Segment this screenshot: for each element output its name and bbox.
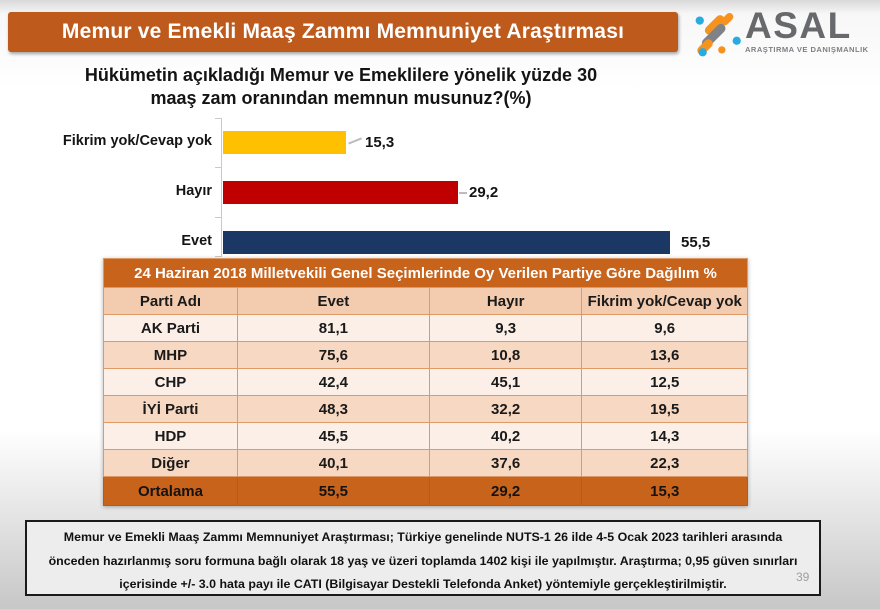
value-label: 15,3	[365, 134, 395, 151]
value-cell: 45,5	[236, 422, 430, 450]
party-breakdown-table: 24 Haziran 2018 Milletvekili Genel Seçim…	[103, 258, 748, 506]
value-cell: 14,3	[581, 422, 748, 450]
value-cell: 40,2	[428, 422, 583, 450]
total-value-cell: 29,2	[428, 476, 583, 506]
asal-logo: ASAL ARAŞTIRMA VE DANIŞMANLIK	[694, 5, 869, 59]
value-cell: 32,2	[428, 395, 583, 423]
chart-title: Hükümetin açıkladığı Memur ve Emeklilere…	[58, 64, 624, 109]
value-cell: 10,8	[428, 341, 583, 369]
axis-tick	[215, 118, 221, 119]
party-name-cell: İYİ Parti	[103, 395, 238, 423]
column-header: Fikrim yok/Cevap yok	[581, 287, 748, 315]
category-label: Fikrim yok/Cevap yok	[62, 133, 212, 149]
page-number: 39	[796, 570, 810, 584]
value-cell: 13,6	[581, 341, 748, 369]
column-header: Hayır	[428, 287, 583, 315]
column-header: Parti Adı	[103, 287, 238, 315]
axis-tick	[215, 256, 221, 257]
logo-text: ASAL ARAŞTIRMA VE DANIŞMANLIK	[745, 5, 869, 55]
title-banner: Memur ve Emekli Maaş Zammı Memnuniyet Ar…	[8, 12, 678, 52]
logo-tagline: ARAŞTIRMA VE DANIŞMANLIK	[745, 45, 869, 55]
value-cell: 9,3	[428, 314, 583, 342]
bar-1	[223, 181, 458, 204]
chart-axis-line	[221, 118, 222, 257]
value-label: 29,2	[469, 184, 499, 201]
value-cell: 45,1	[428, 368, 583, 396]
satisfaction-bar-chart: Fikrim yok/Cevap yok 15,3 Hayır 29,2 Evet 55,…	[0, 118, 880, 258]
value-cell: 40,1	[236, 449, 430, 477]
value-cell: 9,6	[581, 314, 748, 342]
value-cell: 48,3	[236, 395, 430, 423]
table-row: İYİ Parti 48,3 32,2 19,5	[103, 395, 748, 423]
axis-tick	[215, 167, 221, 168]
table-row: MHP 75,6 10,8 13,6	[103, 341, 748, 369]
table-caption-row: 24 Haziran 2018 Milletvekili Genel Seçim…	[103, 258, 748, 288]
table-row: AK Parti 81,1 9,3 9,6	[103, 314, 748, 342]
table-row: CHP 42,4 45,1 12,5	[103, 368, 748, 396]
logo-name: ASAL	[745, 5, 852, 46]
party-name-cell: CHP	[103, 368, 238, 396]
table-column-header-row: Parti Adı Evet Hayır Fikrim yok/Cevap yok	[103, 287, 748, 315]
leader-line	[459, 192, 467, 194]
methodology-note-box: Memur ve Emekli Maaş Zammı Memnuniyet Ar…	[25, 520, 821, 596]
value-cell: 37,6	[428, 449, 583, 477]
category-label: Hayır	[175, 183, 212, 199]
value-cell: 19,5	[581, 395, 748, 423]
table-total-row: Ortalama 55,5 29,2 15,3	[103, 476, 748, 506]
chart-title-line2: maaş zam oranından memnun musunuz?(%)	[150, 87, 532, 108]
table-row: HDP 45,5 40,2 14,3	[103, 422, 748, 450]
bar-0	[223, 131, 346, 154]
asal-logo-icon	[695, 12, 741, 57]
total-label-cell: Ortalama	[103, 476, 238, 506]
total-value-cell: 15,3	[581, 476, 748, 506]
table-row: Diğer 40,1 37,6 22,3	[103, 449, 748, 477]
party-name-cell: HDP	[103, 422, 238, 450]
value-cell: 81,1	[236, 314, 430, 342]
leader-line	[348, 137, 362, 145]
methodology-text: Memur ve Emekli Maaş Zammı Memnuniyet Ar…	[48, 530, 798, 592]
value-cell: 12,5	[581, 368, 748, 396]
category-label: Evet	[181, 233, 212, 249]
total-value-cell: 55,5	[236, 476, 430, 506]
page-title: Memur ve Emekli Maaş Zammı Memnuniyet Ar…	[61, 20, 625, 43]
value-cell: 42,4	[236, 368, 430, 396]
value-cell: 75,6	[236, 341, 430, 369]
party-name-cell: MHP	[103, 341, 238, 369]
value-cell: 22,3	[581, 449, 748, 477]
value-label: 55,5	[681, 234, 711, 251]
bar-2	[223, 231, 670, 254]
column-header: Evet	[236, 287, 430, 315]
axis-tick	[215, 217, 221, 218]
table-title: 24 Haziran 2018 Milletvekili Genel Seçim…	[103, 258, 748, 288]
party-name-cell: AK Parti	[103, 314, 238, 342]
chart-title-line1: Hükümetin açıkladığı Memur ve Emeklilere…	[84, 65, 598, 85]
party-name-cell: Diğer	[103, 449, 238, 477]
